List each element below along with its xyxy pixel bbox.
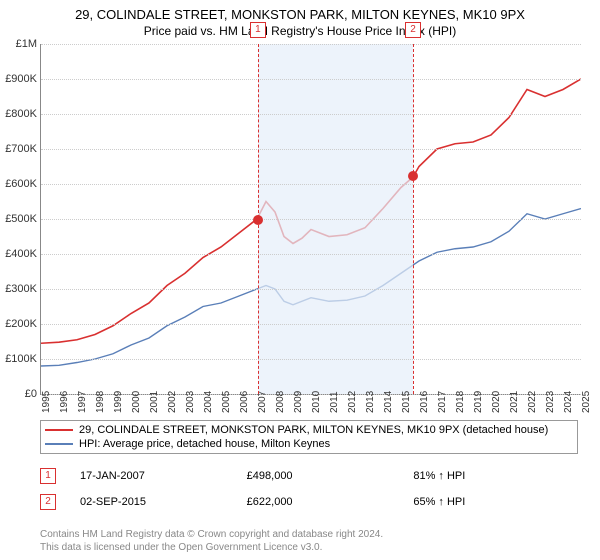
y-axis-label: £800K [3,108,37,120]
gridline-h [41,149,581,150]
gridline-h [41,184,581,185]
x-axis-label: 2007 [257,391,268,413]
annotation-date-2: 02-SEP-2015 [80,496,247,508]
x-axis-label: 2018 [455,391,466,413]
gridline-h [41,44,581,45]
gridline-h [41,114,581,115]
legend-row: HPI: Average price, detached house, Milt… [45,437,573,451]
x-axis-label: 2013 [365,391,376,413]
footer-line-1: Contains HM Land Registry data © Crown c… [40,528,383,541]
annotation-price-1: £498,000 [247,470,414,482]
annotation-row-1: 1 17-JAN-2007 £498,000 81% ↑ HPI [40,468,580,484]
y-axis-label: £200K [3,318,37,330]
annotation-delta-1: 81% ↑ HPI [413,470,580,482]
x-axis-label: 2017 [437,391,448,413]
x-axis-label: 2016 [419,391,430,413]
x-axis-label: 2025 [581,391,592,413]
x-axis-label: 2011 [329,391,340,413]
footer-line-2: This data is licensed under the Open Gov… [40,541,383,554]
x-axis-label: 2021 [509,391,520,413]
x-axis-label: 2009 [293,391,304,413]
legend-label: HPI: Average price, detached house, Milt… [79,438,330,450]
x-axis-label: 2022 [527,391,538,413]
x-axis-label: 1995 [41,391,52,413]
y-axis-label: £600K [3,178,37,190]
gridline-h [41,289,581,290]
legend-row: 29, COLINDALE STREET, MONKSTON PARK, MIL… [45,423,573,437]
x-axis-label: 1997 [77,391,88,413]
gridline-h [41,219,581,220]
y-axis-label: £400K [3,248,37,260]
footer-text: Contains HM Land Registry data © Crown c… [40,528,383,554]
marker-box: 2 [405,22,421,38]
y-axis-label: £1M [3,38,37,50]
x-axis-label: 2008 [275,391,286,413]
chart-plot-area: £0£100K£200K£300K£400K£500K£600K£700K£80… [40,44,581,395]
marker-dot [253,215,263,225]
x-axis-label: 2015 [401,391,412,413]
x-axis-label: 2023 [545,391,556,413]
y-axis-label: £300K [3,283,37,295]
x-axis-label: 2005 [221,391,232,413]
y-axis-label: £0 [3,388,37,400]
legend-swatch [45,429,73,431]
x-axis-label: 2019 [473,391,484,413]
x-axis-label: 2020 [491,391,502,413]
x-axis-label: 2000 [131,391,142,413]
annotation-row-2: 2 02-SEP-2015 £622,000 65% ↑ HPI [40,494,580,510]
x-axis-label: 2010 [311,391,322,413]
x-axis-label: 2003 [185,391,196,413]
x-axis-label: 2001 [149,391,160,413]
y-axis-label: £100K [3,353,37,365]
gridline-h [41,79,581,80]
legend: 29, COLINDALE STREET, MONKSTON PARK, MIL… [40,420,578,454]
y-axis-label: £700K [3,143,37,155]
annotation-marker-2: 2 [40,494,56,510]
annotation-date-1: 17-JAN-2007 [80,470,247,482]
x-axis-label: 1998 [95,391,106,413]
legend-swatch [45,443,73,445]
x-axis-label: 2002 [167,391,178,413]
x-axis-label: 1996 [59,391,70,413]
marker-vline [413,44,414,394]
gridline-h [41,324,581,325]
legend-label: 29, COLINDALE STREET, MONKSTON PARK, MIL… [79,424,548,436]
x-axis-label: 2024 [563,391,574,413]
gridline-h [41,359,581,360]
marker-dot [408,171,418,181]
gridline-h [41,254,581,255]
x-axis-label: 1999 [113,391,124,413]
x-axis-label: 2012 [347,391,358,413]
x-axis-label: 2004 [203,391,214,413]
annotation-marker-1: 1 [40,468,56,484]
annotation-delta-2: 65% ↑ HPI [413,496,580,508]
marker-box: 1 [250,22,266,38]
y-axis-label: £900K [3,73,37,85]
chart-subtitle: Price paid vs. HM Land Registry's House … [0,24,600,42]
chart-title: 29, COLINDALE STREET, MONKSTON PARK, MIL… [0,0,600,24]
x-axis-label: 2006 [239,391,250,413]
x-axis-label: 2014 [383,391,394,413]
annotation-price-2: £622,000 [247,496,414,508]
y-axis-label: £500K [3,213,37,225]
